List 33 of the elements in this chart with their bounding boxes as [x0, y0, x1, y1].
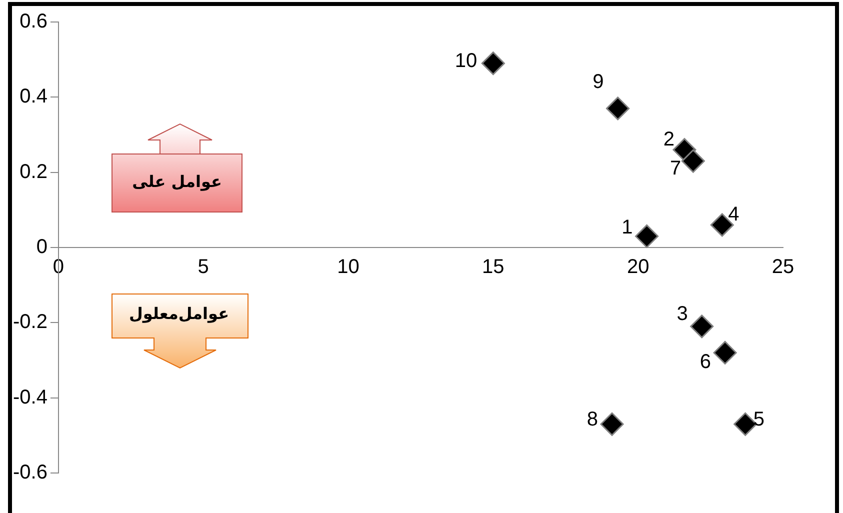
point	[713, 340, 737, 364]
point	[690, 314, 714, 338]
annotation: 10	[454, 50, 478, 72]
y-tick-label: 0.4	[20, 86, 48, 108]
annotation: 1	[622, 216, 633, 239]
point	[681, 149, 705, 173]
x-tick-label: 5	[198, 256, 209, 278]
y-tick-label: -0.6	[12, 462, 48, 484]
up-arrow-box: عوامل علی	[110, 122, 250, 214]
annotation: 9	[592, 70, 604, 93]
x-tick-label: 25	[772, 256, 794, 278]
annotation: 8	[586, 408, 598, 431]
y-tick-label: 0.6	[20, 10, 48, 33]
annotation: عوامل علی	[131, 172, 223, 191]
annotation: 6	[700, 351, 712, 374]
x-tick-label: 20	[626, 256, 650, 278]
point	[600, 412, 624, 436]
y-tick-label: 0	[36, 236, 48, 258]
annotation: 5	[753, 408, 764, 431]
y-tick-label: -0.2	[12, 311, 48, 334]
annotation: 3	[676, 302, 688, 325]
point	[635, 224, 659, 248]
y-tick-label: 0.2	[20, 160, 48, 183]
point	[481, 52, 505, 76]
annotation: 7	[670, 158, 682, 180]
down-arrow-box: عوامل‌معلول	[110, 292, 250, 370]
annotation: 2	[663, 128, 674, 150]
y-tick-label: -0.4	[12, 386, 48, 408]
annotation: عوامل‌معلول	[128, 304, 230, 323]
point	[606, 96, 630, 120]
x-tick-label: 10	[337, 256, 360, 278]
x-tick-label: 15	[482, 256, 504, 278]
annotation: 4	[728, 203, 740, 226]
